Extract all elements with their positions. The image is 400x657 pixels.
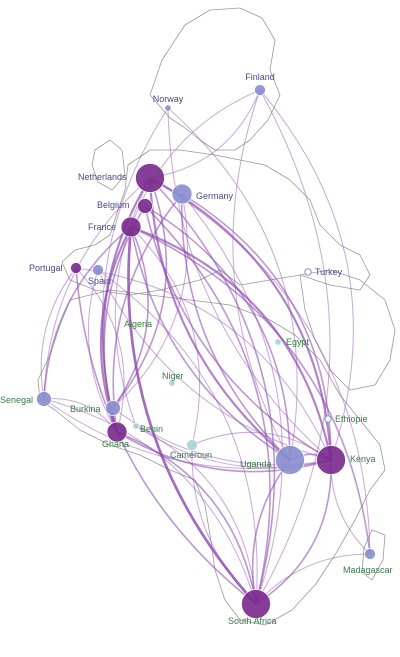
flow-link-belgium-kenya	[144, 205, 332, 461]
flow-link-france-cameroun	[130, 226, 201, 446]
node-senegal	[36, 391, 52, 407]
flow-link-france-senegal	[43, 226, 132, 400]
flow-link-belgium-uganda	[144, 205, 291, 461]
node-burkina	[105, 400, 121, 416]
label-burkina: Burkina	[70, 404, 101, 414]
flow-link-senegal-south_africa	[43, 398, 257, 605]
flow-link-germany-uganda	[181, 193, 291, 461]
flow-link-spain-kenya	[97, 269, 332, 461]
node-norway	[164, 104, 172, 112]
label-south-africa: South Africa	[228, 616, 277, 626]
flow-link-portugal-kenya	[75, 267, 332, 461]
flow-link-portugal-south_africa	[75, 267, 257, 605]
flow-link-benin-south_africa	[135, 425, 257, 605]
flow-link-finland-uganda	[232, 89, 291, 461]
label-senegal: Senegal	[0, 395, 33, 405]
flow-link-france-uganda	[130, 226, 291, 461]
label-egypt: Egypt	[286, 337, 310, 347]
label-madagascar: Madagascar	[343, 565, 393, 575]
flow-link-ghana-south_africa	[116, 431, 257, 605]
node-spain	[92, 264, 104, 276]
node-madagascar	[364, 548, 376, 560]
country-labels: Finland Norway Netherlands Germany Belgium Fr…	[0, 72, 393, 626]
flow-link-france-kenya	[130, 225, 333, 461]
flow-link-netherlands-kenya	[149, 177, 333, 461]
label-portugal: Portugal	[29, 263, 63, 273]
label-cameroun: Cameroun	[170, 450, 212, 460]
flow-link-germany-ghana	[112, 193, 183, 433]
flow-link-germany-kenya	[181, 193, 332, 461]
flow-link-france-madagascar	[130, 226, 371, 555]
label-niger: Niger	[162, 371, 184, 381]
label-uganda: Uganda	[240, 459, 272, 469]
label-kenya: Kenya	[350, 454, 376, 464]
flow-link-madagascar-south_africa	[255, 553, 371, 605]
node-finland	[254, 84, 266, 96]
flow-link-norway-kenya	[167, 107, 332, 461]
flow-link-cameroun-kenya	[191, 431, 332, 461]
flow-link-netherlands-burkina	[112, 177, 168, 409]
flow-link-spain-south_africa	[97, 269, 258, 605]
label-germany: Germany	[196, 191, 234, 201]
flow-link-germany-burkina	[112, 193, 188, 409]
label-spain: Spain	[88, 276, 111, 286]
flow-link-france-burkina	[112, 226, 149, 409]
node-kenya	[316, 445, 346, 475]
node-turkey	[304, 268, 312, 276]
flow-link-kenya-madagascar	[330, 459, 371, 555]
node-france	[120, 216, 142, 238]
flow-link-cameroun-south_africa	[191, 444, 257, 605]
middle-east-outline	[299, 269, 396, 391]
node-ghana	[106, 421, 128, 443]
africa-outline	[37, 289, 386, 626]
flow-link-uganda-south_africa	[251, 459, 291, 605]
node-netherlands	[135, 163, 165, 193]
flow-link-netherlands-senegal	[43, 177, 151, 400]
flow-link-kenya-south_africa	[255, 459, 332, 605]
label-ethiopie: Ethiopie	[335, 414, 368, 424]
flow-link-finland-kenya	[259, 89, 354, 461]
label-algeria: Algeria	[124, 319, 152, 329]
flow-link-benin-kenya	[135, 425, 332, 469]
label-belgium: Belgium	[97, 200, 130, 210]
flow-link-norway-ghana	[101, 107, 169, 433]
flow-link-finland-south_africa	[255, 89, 331, 605]
flow-link-spain-ghana	[87, 269, 118, 433]
node-cameroun	[186, 439, 198, 451]
flow-link-portugal-senegal	[40, 267, 77, 400]
label-norway: Norway	[153, 94, 184, 104]
madagascar-outline	[361, 529, 386, 581]
node-uganda	[275, 445, 305, 475]
node-benin	[132, 422, 140, 430]
country-nodes	[36, 84, 376, 619]
flow-link-germany-south_africa	[181, 193, 283, 605]
label-france: France	[88, 222, 116, 232]
british-isles-outline	[91, 139, 126, 191]
label-finland: Finland	[245, 72, 275, 82]
node-egypt	[274, 338, 282, 346]
flow-link-norway-uganda	[167, 107, 298, 461]
node-belgium	[137, 198, 153, 214]
node-niger	[168, 379, 176, 387]
label-turkey: Turkey	[315, 267, 343, 277]
flow-link-netherlands-south_africa	[149, 177, 276, 605]
node-germany	[171, 183, 193, 205]
node-south-africa	[241, 589, 271, 619]
flow-link-netherlands-madagascar	[149, 177, 371, 555]
label-benin: Benin	[140, 424, 163, 434]
flow-link-portugal-ghana	[75, 267, 125, 433]
label-netherlands: Netherlands	[78, 172, 127, 182]
flow-links	[40, 89, 371, 605]
node-portugal	[70, 262, 82, 274]
flow-link-netherlands-uganda	[148, 177, 291, 461]
flow-link-netherlands-benin	[114, 177, 151, 427]
node-ethiopie	[324, 415, 332, 423]
flow-link-france-south_africa	[127, 226, 258, 605]
flow-link-finland-netherlands	[149, 89, 261, 179]
label-ghana: Ghana	[102, 439, 129, 449]
scandinavia-outline	[149, 7, 281, 151]
country-outlines	[37, 7, 396, 626]
